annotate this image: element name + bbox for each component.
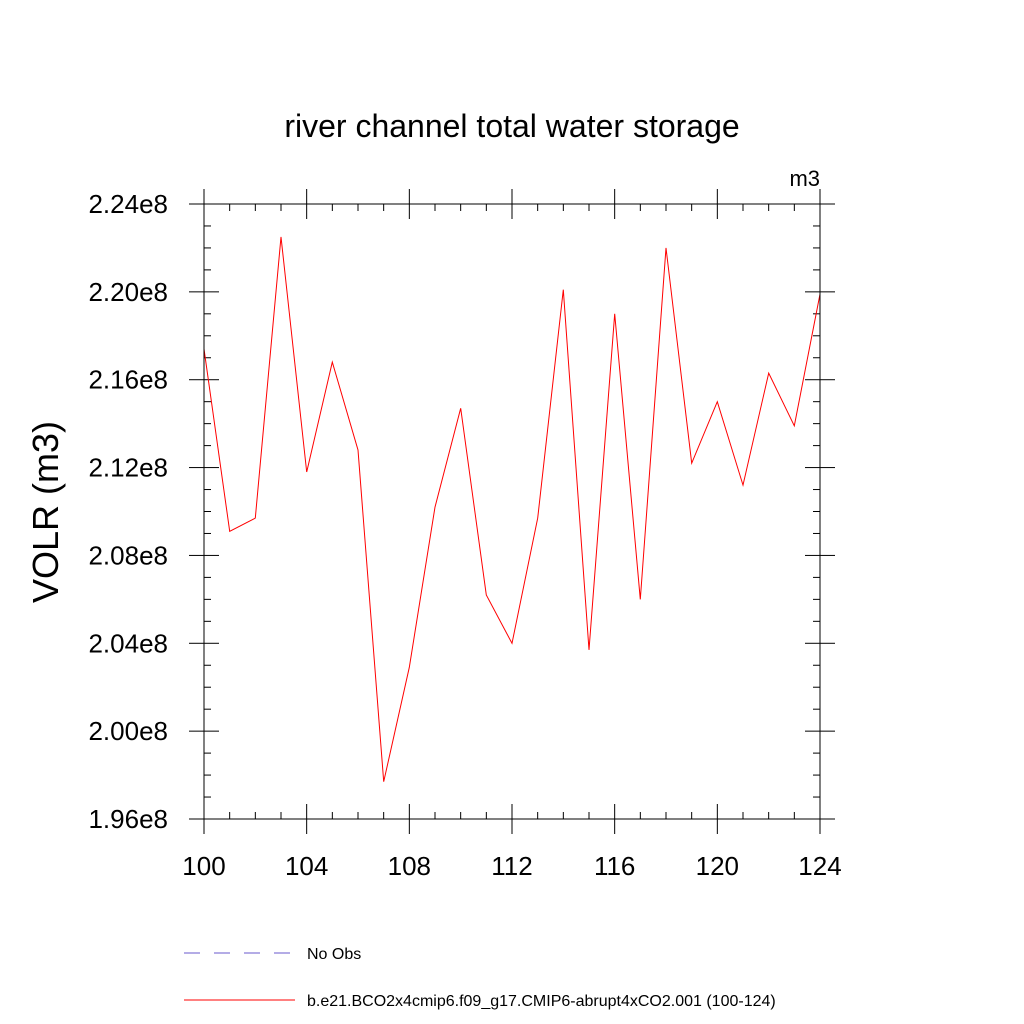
chart-title: river channel total water storage (284, 108, 739, 144)
y-tick-label: 2.20e8 (88, 277, 168, 307)
x-tick-label: 112 (491, 851, 532, 881)
x-tick-label: 116 (594, 851, 635, 881)
x-tick-label: 124 (798, 851, 841, 881)
series-layer (203, 236, 821, 782)
plot-frame (203, 203, 821, 820)
y-tick-label: 2.16e8 (88, 365, 168, 395)
units-label: m3 (789, 166, 820, 191)
legend-label-model: b.e21.BCO2x4cmip6.f09_g17.CMIP6-abrupt4x… (307, 993, 776, 1010)
series-line (203, 236, 821, 782)
y-tick-label: 2.04e8 (88, 628, 168, 658)
y-tick-label: 2.24e8 (88, 189, 168, 219)
y-axis-label: VOLR (m3) (25, 421, 66, 603)
y-tick-label: 2.00e8 (88, 716, 168, 746)
x-ticks: 100 104 108 112 116 120 124 (182, 189, 842, 881)
y-ticks: 1.96e8 2.00e8 2.04e8 2.08e8 2.12e8 2.16e8 2.20… (88, 189, 835, 834)
y-tick-label: 1.96e8 (88, 804, 168, 834)
x-tick-label: 104 (285, 851, 328, 881)
x-tick-label: 108 (388, 851, 431, 881)
x-tick-label: 120 (696, 851, 739, 881)
legend: No Obs b.e21.BCO2x4cmip6.f09_g17.CMIP6-a… (184, 946, 776, 1010)
y-tick-label: 2.08e8 (88, 540, 168, 570)
y-tick-label: 2.12e8 (88, 453, 168, 483)
x-tick-label: 100 (182, 851, 225, 881)
legend-label-no-obs: No Obs (307, 946, 361, 963)
